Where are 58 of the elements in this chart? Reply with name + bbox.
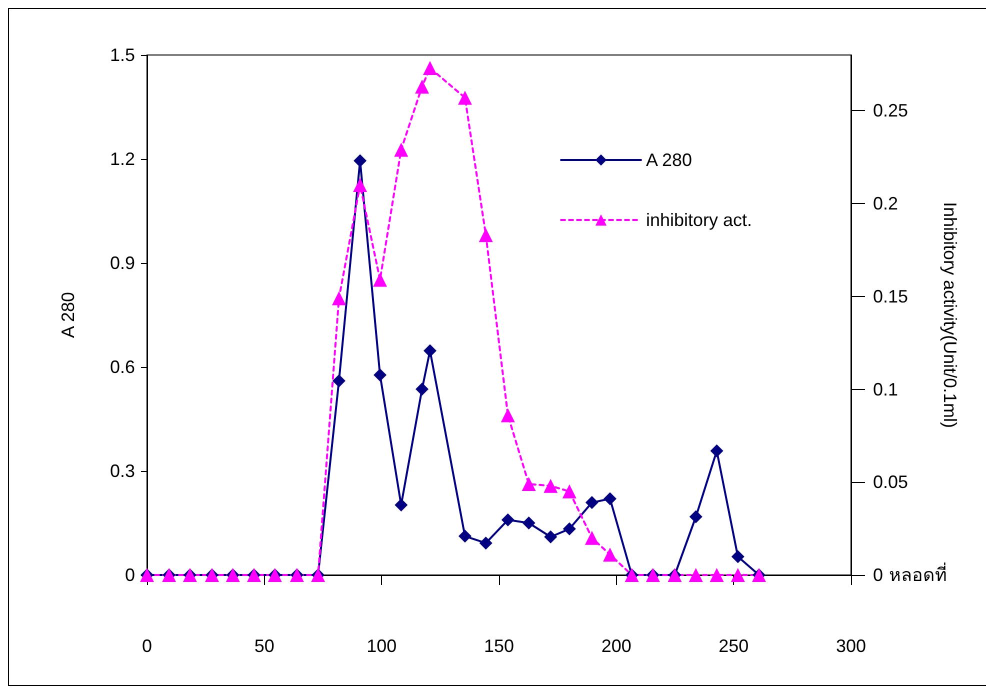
point bbox=[373, 272, 388, 287]
y-tick-label: 0.9 bbox=[110, 253, 135, 273]
x-tick-label: 50 bbox=[254, 636, 274, 656]
x-tick-label: 200 bbox=[601, 636, 632, 656]
point bbox=[731, 550, 744, 564]
point bbox=[562, 522, 576, 536]
point bbox=[479, 536, 492, 550]
point bbox=[584, 530, 599, 545]
point bbox=[332, 291, 346, 306]
point bbox=[458, 90, 472, 105]
point bbox=[415, 80, 430, 94]
y2-tick-label: 0.2 bbox=[873, 194, 898, 214]
point bbox=[416, 382, 429, 396]
y-tick-label: 1.5 bbox=[110, 45, 135, 65]
point bbox=[353, 178, 368, 192]
legend-label: A 280 bbox=[646, 150, 692, 170]
y-tick-label: 1.2 bbox=[110, 149, 135, 169]
y2-tick-label: 0.15 bbox=[873, 286, 908, 306]
x-tick-label: 0 bbox=[142, 636, 152, 656]
point bbox=[585, 496, 598, 510]
y2-tick-label: 0.1 bbox=[873, 379, 898, 400]
point bbox=[689, 510, 702, 524]
y-tick-label: 0.3 bbox=[110, 461, 135, 481]
y2-tick-label: 0 bbox=[873, 565, 884, 585]
point bbox=[478, 228, 493, 242]
point bbox=[394, 498, 408, 512]
x-tick-label: 150 bbox=[484, 636, 514, 656]
point bbox=[602, 548, 617, 562]
y-tick-label: 0.6 bbox=[110, 357, 135, 377]
x-tick-label: 300 bbox=[836, 636, 866, 656]
point bbox=[710, 444, 724, 458]
point bbox=[501, 513, 514, 526]
point bbox=[332, 374, 346, 388]
point bbox=[424, 344, 437, 358]
y2-tick-label: 0.25 bbox=[873, 100, 908, 121]
y-axis-title: A 280 bbox=[58, 292, 78, 338]
x-axis-title: หลอดที่ bbox=[888, 562, 947, 585]
y2-tick-label: 0.05 bbox=[873, 472, 908, 492]
x-tick-label: 250 bbox=[718, 636, 749, 656]
point bbox=[688, 568, 703, 582]
legend-label: inhibitory act. bbox=[646, 210, 752, 230]
y2-axis-title: Inhibitory activity(Unit/0.1ml) bbox=[940, 202, 960, 428]
point bbox=[374, 368, 387, 382]
point bbox=[603, 492, 616, 506]
point bbox=[458, 530, 472, 543]
y-tick-label: 0 bbox=[124, 565, 135, 585]
point bbox=[522, 477, 536, 491]
x-tick-label: 100 bbox=[366, 636, 397, 656]
point bbox=[500, 408, 515, 422]
point bbox=[544, 530, 558, 544]
point bbox=[423, 61, 438, 75]
point bbox=[394, 142, 408, 157]
point bbox=[522, 516, 536, 530]
point bbox=[730, 568, 745, 582]
point bbox=[354, 154, 367, 168]
point bbox=[562, 484, 576, 498]
point bbox=[544, 478, 558, 493]
point bbox=[710, 568, 724, 582]
